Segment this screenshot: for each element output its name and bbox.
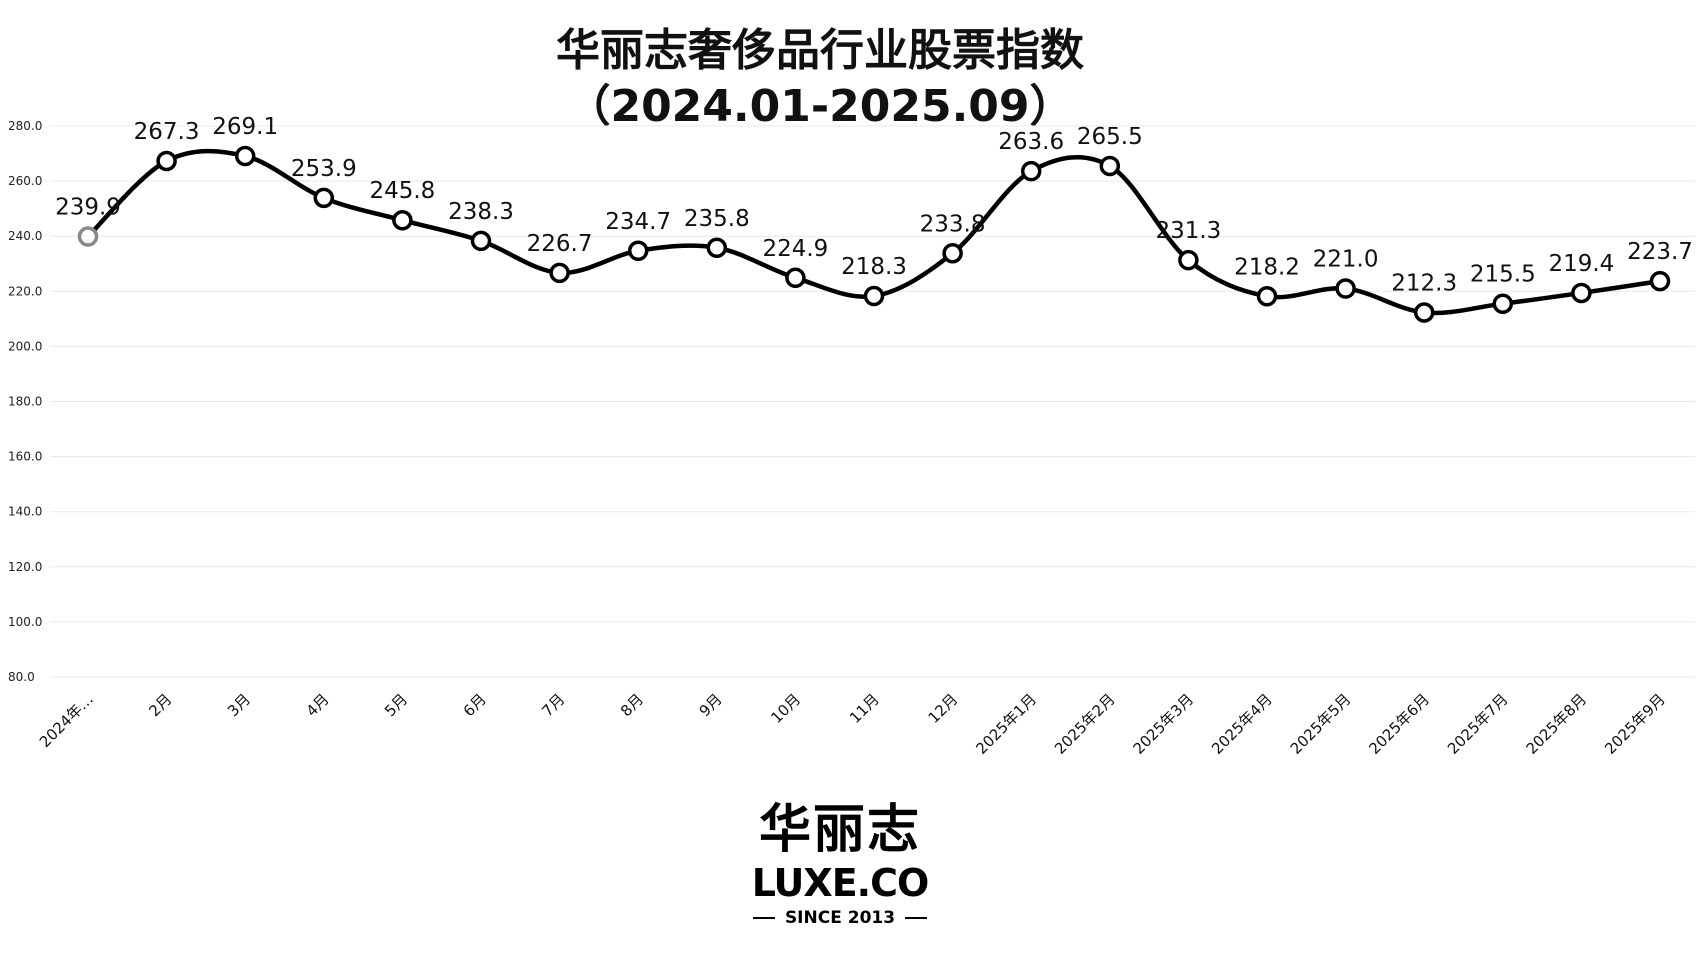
x-tick-label: 2月 xyxy=(145,690,175,720)
y-tick-label: 100.0 xyxy=(8,615,42,629)
data-point xyxy=(77,226,99,247)
data-point xyxy=(156,150,177,172)
y-tick-label: 240.0 xyxy=(8,229,42,243)
data-label: 233.8 xyxy=(920,211,986,237)
data-point xyxy=(863,285,885,307)
x-tick-label: 12月 xyxy=(925,690,962,727)
logo-chinese-name: 华丽志 xyxy=(758,800,921,860)
y-tick-label: 180.0 xyxy=(8,395,42,409)
y-tick-label: 140.0 xyxy=(8,505,42,519)
y-tick-label: 220.0 xyxy=(8,284,42,298)
data-label: 212.3 xyxy=(1391,271,1457,297)
x-tick-label: 10月 xyxy=(767,690,804,727)
data-label: 215.5 xyxy=(1470,262,1536,288)
x-tick-label: 2025年3月 xyxy=(1130,690,1198,758)
x-tick-label: 2025年7月 xyxy=(1444,690,1512,758)
data-point xyxy=(470,230,492,252)
data-label: 265.5 xyxy=(1077,124,1143,150)
x-tick-label: 7月 xyxy=(538,690,568,720)
data-label: 239.9 xyxy=(55,194,121,220)
data-label: 218.2 xyxy=(1234,254,1300,280)
luxeco-logo: 华丽志 LUXE.CO SINCE 2013 xyxy=(740,800,940,930)
x-tick-label: 5月 xyxy=(381,690,411,720)
data-point xyxy=(1492,293,1514,314)
data-point xyxy=(1571,282,1592,304)
data-label: 221.0 xyxy=(1313,247,1379,273)
data-point xyxy=(706,237,728,259)
logo-since: SINCE 2013 xyxy=(740,906,940,930)
data-label: 269.1 xyxy=(212,114,278,140)
x-tick-label: 2025年2月 xyxy=(1051,690,1119,758)
data-point xyxy=(1020,160,1042,182)
x-tick-label: 3月 xyxy=(224,690,254,720)
logo-dash-left xyxy=(752,917,775,919)
data-label: 245.8 xyxy=(369,178,435,204)
y-tick-label: 280.0 xyxy=(8,119,42,133)
y-tick-label: 260.0 xyxy=(8,174,42,188)
data-label: 238.3 xyxy=(448,199,514,225)
chart-subtitle: （2024.01-2025.09） xyxy=(566,81,1074,132)
data-point xyxy=(1413,302,1435,323)
data-label: 253.9 xyxy=(291,156,357,182)
data-label: 267.3 xyxy=(134,119,200,145)
logo-english-name: LUXE.CO xyxy=(751,861,930,905)
data-point xyxy=(549,262,570,284)
y-tick-label: 120.0 xyxy=(8,560,42,574)
data-label: 235.8 xyxy=(684,206,750,232)
x-tick-label: 2025年8月 xyxy=(1523,690,1591,758)
data-point xyxy=(1335,278,1356,299)
x-tick-label: 2024年… xyxy=(36,690,97,751)
x-tick-label: 11月 xyxy=(846,690,883,727)
x-tick-label: 2025年5月 xyxy=(1287,690,1355,758)
x-tick-label: 9月 xyxy=(696,690,726,720)
x-tick-label: 2025年6月 xyxy=(1365,690,1433,758)
y-tick-label: 200.0 xyxy=(8,339,42,353)
y-tick-label: 80.0 xyxy=(8,670,35,684)
data-point xyxy=(785,267,806,289)
data-label: 234.7 xyxy=(605,209,671,235)
data-point xyxy=(942,243,963,264)
data-point xyxy=(1649,270,1671,292)
y-tick-label: 160.0 xyxy=(8,450,42,464)
x-tick-label: 2025年1月 xyxy=(972,690,1040,758)
data-label: 226.7 xyxy=(527,231,593,257)
x-tick-label: 2025年4月 xyxy=(1208,690,1276,758)
data-point xyxy=(1256,286,1278,307)
data-label: 263.6 xyxy=(998,129,1064,155)
x-tick-label: 8月 xyxy=(617,690,647,720)
data-label: 218.3 xyxy=(841,254,907,280)
data-point xyxy=(313,187,335,209)
data-point xyxy=(1099,155,1121,177)
logo-since-text: SINCE 2013 xyxy=(784,908,896,928)
data-point xyxy=(392,209,413,231)
data-label: 223.7 xyxy=(1627,239,1693,265)
x-tick-label: 6月 xyxy=(460,690,490,720)
data-point xyxy=(234,145,256,167)
data-label: 231.3 xyxy=(1155,218,1221,244)
logo-dash-right xyxy=(905,917,928,919)
data-label: 219.4 xyxy=(1548,251,1614,277)
x-tick-label: 2025年9月 xyxy=(1601,690,1669,758)
chart-title: 华丽志奢侈品行业股票指数 xyxy=(556,25,1084,76)
data-point xyxy=(627,240,649,262)
data-point xyxy=(1178,249,1199,271)
data-label: 224.9 xyxy=(762,236,828,262)
x-tick-label: 4月 xyxy=(303,690,333,720)
